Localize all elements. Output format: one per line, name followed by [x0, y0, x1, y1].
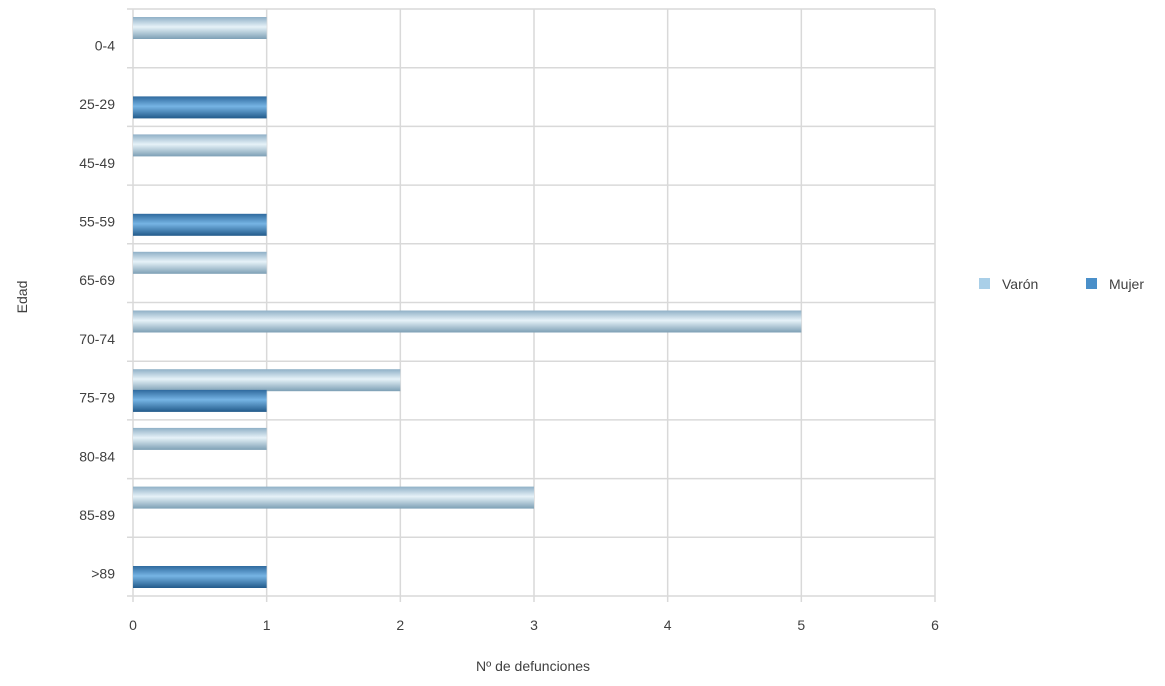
y-tick-label: 45-49 [79, 155, 115, 171]
y-tick-label: 55-59 [79, 213, 115, 229]
x-axis-title: Nº de defunciones [476, 658, 590, 674]
varon-bar [133, 369, 401, 392]
x-tick-label: 3 [530, 617, 538, 633]
x-tick-label: 1 [263, 617, 271, 633]
y-tick-label: 0-4 [95, 37, 115, 53]
x-tick-label: 5 [797, 617, 805, 633]
x-tick-label: 2 [396, 617, 404, 633]
legend-label: Varón [1002, 276, 1038, 292]
y-tick-label: 85-89 [79, 507, 115, 523]
x-tick-label: 4 [664, 617, 672, 633]
mujer-bar [133, 213, 267, 236]
legend-label: Mujer [1109, 276, 1144, 292]
legend-swatch [1086, 278, 1097, 289]
y-tick-label: 70-74 [79, 331, 115, 347]
y-tick-label: >89 [91, 566, 115, 582]
mujer-bar [133, 96, 267, 119]
x-tick-label: 6 [931, 617, 939, 633]
legend: Varón Mujer [979, 276, 1144, 292]
y-tick-label: 75-79 [79, 390, 115, 406]
y-axis-title: Edad [14, 281, 30, 314]
y-tick-label: 65-69 [79, 272, 115, 288]
varon-bar [133, 427, 267, 450]
legend-swatch [979, 278, 990, 289]
mujer-bar [133, 389, 267, 412]
y-tick-label: 80-84 [79, 448, 115, 464]
varon-bar [133, 17, 267, 39]
grid [127, 8, 936, 602]
varon-bar [133, 310, 802, 333]
varon-bar [133, 486, 534, 509]
mujer-bar [133, 566, 267, 588]
bars [133, 17, 802, 588]
varon-bar [133, 134, 267, 157]
tick-labels: 0 1 2 3 4 5 6 0-4 25-29 45-49 55-59 65-69 70-74 75-79… [79, 37, 939, 633]
x-tick-label: 0 [129, 617, 137, 633]
y-tick-label: 25-29 [79, 96, 115, 112]
varon-bar [133, 251, 267, 274]
